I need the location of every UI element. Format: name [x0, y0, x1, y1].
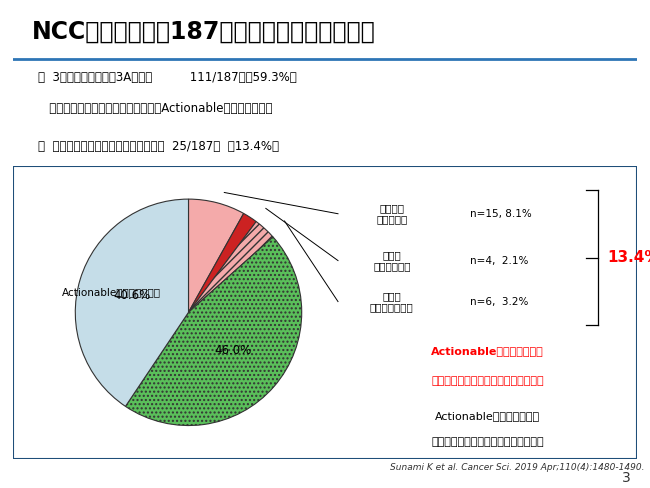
Text: 未承認薬
（治験薬）: 未承認薬 （治験薬）: [376, 203, 408, 224]
Wedge shape: [188, 199, 244, 312]
Text: 3: 3: [622, 470, 630, 485]
Text: Actionable遺伝子異常なし: Actionable遺伝子異常なし: [62, 287, 161, 297]
Text: n=15, 8.1%: n=15, 8.1%: [469, 209, 531, 219]
Text: 13.4%: 13.4%: [607, 250, 650, 265]
Text: n=4,  2.1%: n=4, 2.1%: [469, 256, 528, 265]
Text: NCCオンコパネル187例の検査結果と治療選択: NCCオンコパネル187例の検査結果と治療選択: [32, 20, 376, 43]
Text: ・  遺伝子異常に合致した治療薬投与：  25/187例  （13.4%）: ・ 遺伝子異常に合致した治療薬投与： 25/187例 （13.4%）: [38, 140, 279, 153]
Text: 遺伝子異常に合致する治療薬投与なし: 遺伝子異常に合致する治療薬投与なし: [431, 437, 544, 447]
Text: 承認薬
（適応内使用）: 承認薬 （適応内使用）: [370, 291, 413, 312]
Text: 40.6%: 40.6%: [114, 289, 151, 302]
Text: Sunami K et al. Cancer Sci. 2019 Apr;110(4):1480-1490.: Sunami K et al. Cancer Sci. 2019 Apr;110…: [390, 463, 645, 472]
Text: Actionable遺伝子異常あり: Actionable遺伝子異常あり: [431, 346, 544, 356]
Wedge shape: [75, 199, 188, 407]
Text: （治療につながりうる遺伝子異常＝Actionableな遺伝子異常）: （治療につながりうる遺伝子異常＝Actionableな遺伝子異常）: [38, 102, 272, 116]
Text: Actionable遺伝子異常あり: Actionable遺伝子異常あり: [435, 411, 540, 421]
Text: 遺伝子異常に合致する治療薬投与あり: 遺伝子異常に合致する治療薬投与あり: [431, 376, 544, 386]
Wedge shape: [188, 213, 256, 312]
Text: ・  3学会ガイダンスで3A以上：          111/187例（59.3%）: ・ 3学会ガイダンスで3A以上： 111/187例（59.3%）: [38, 71, 296, 84]
Text: n=6,  3.2%: n=6, 3.2%: [469, 297, 528, 306]
FancyBboxPatch shape: [13, 166, 637, 459]
Wedge shape: [188, 222, 273, 312]
Text: 46.0%: 46.0%: [214, 345, 252, 358]
Wedge shape: [125, 237, 302, 426]
Text: 承認薬
（適応外薬）: 承認薬 （適応外薬）: [373, 250, 411, 271]
